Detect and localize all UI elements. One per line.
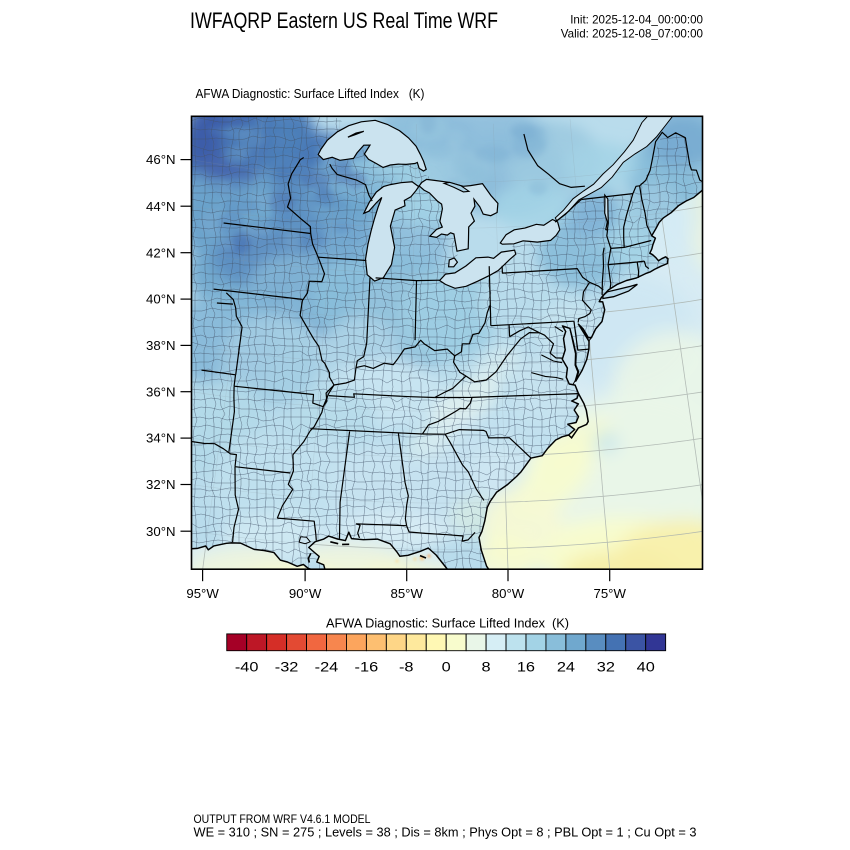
svg-text:40: 40 bbox=[637, 660, 655, 675]
svg-text:IWFAQRP Eastern US Real Time W: IWFAQRP Eastern US Real Time WRF bbox=[190, 8, 498, 33]
svg-text:34°N: 34°N bbox=[146, 431, 175, 446]
svg-text:Valid: 2025-12-08_07:00:00: Valid: 2025-12-08_07:00:00 bbox=[561, 28, 703, 41]
svg-text:-32: -32 bbox=[275, 660, 299, 675]
svg-text:AFWA Diagnostic: Surface Lifte: AFWA Diagnostic: Surface Lifted Index (K… bbox=[196, 86, 425, 101]
svg-text:90°W: 90°W bbox=[289, 586, 322, 601]
svg-text:75°W: 75°W bbox=[594, 586, 627, 601]
svg-text:32°N: 32°N bbox=[146, 477, 175, 492]
svg-text:32: 32 bbox=[597, 660, 615, 675]
svg-text:80°W: 80°W bbox=[492, 586, 525, 601]
svg-text:-8: -8 bbox=[399, 660, 414, 675]
svg-text:42°N: 42°N bbox=[146, 245, 175, 260]
svg-text:85°W: 85°W bbox=[391, 586, 424, 601]
svg-text:WE = 310 ; SN = 275 ; Levels =: WE = 310 ; SN = 275 ; Levels = 38 ; Dis … bbox=[194, 826, 697, 840]
svg-text:46°N: 46°N bbox=[146, 152, 175, 167]
svg-text:0: 0 bbox=[442, 660, 451, 675]
svg-text:-40: -40 bbox=[235, 660, 259, 675]
svg-text:16: 16 bbox=[517, 660, 535, 675]
svg-text:44°N: 44°N bbox=[146, 199, 175, 214]
svg-text:OUTPUT FROM WRF V4.6.1 MODEL: OUTPUT FROM WRF V4.6.1 MODEL bbox=[194, 813, 371, 826]
svg-text:24: 24 bbox=[557, 660, 575, 675]
svg-text:36°N: 36°N bbox=[146, 384, 175, 399]
svg-text:95°W: 95°W bbox=[186, 586, 219, 601]
svg-text:8: 8 bbox=[482, 660, 491, 675]
svg-text:40°N: 40°N bbox=[146, 292, 175, 307]
svg-text:30°N: 30°N bbox=[146, 524, 175, 539]
svg-text:Init: 2025-12-04_00:00:00: Init: 2025-12-04_00:00:00 bbox=[570, 13, 703, 26]
svg-text:AFWA Diagnostic: Surface Lifte: AFWA Diagnostic: Surface Lifted Index (K… bbox=[326, 615, 569, 630]
svg-text:-24: -24 bbox=[315, 660, 339, 675]
svg-text:-16: -16 bbox=[355, 660, 379, 675]
svg-text:38°N: 38°N bbox=[146, 338, 175, 353]
